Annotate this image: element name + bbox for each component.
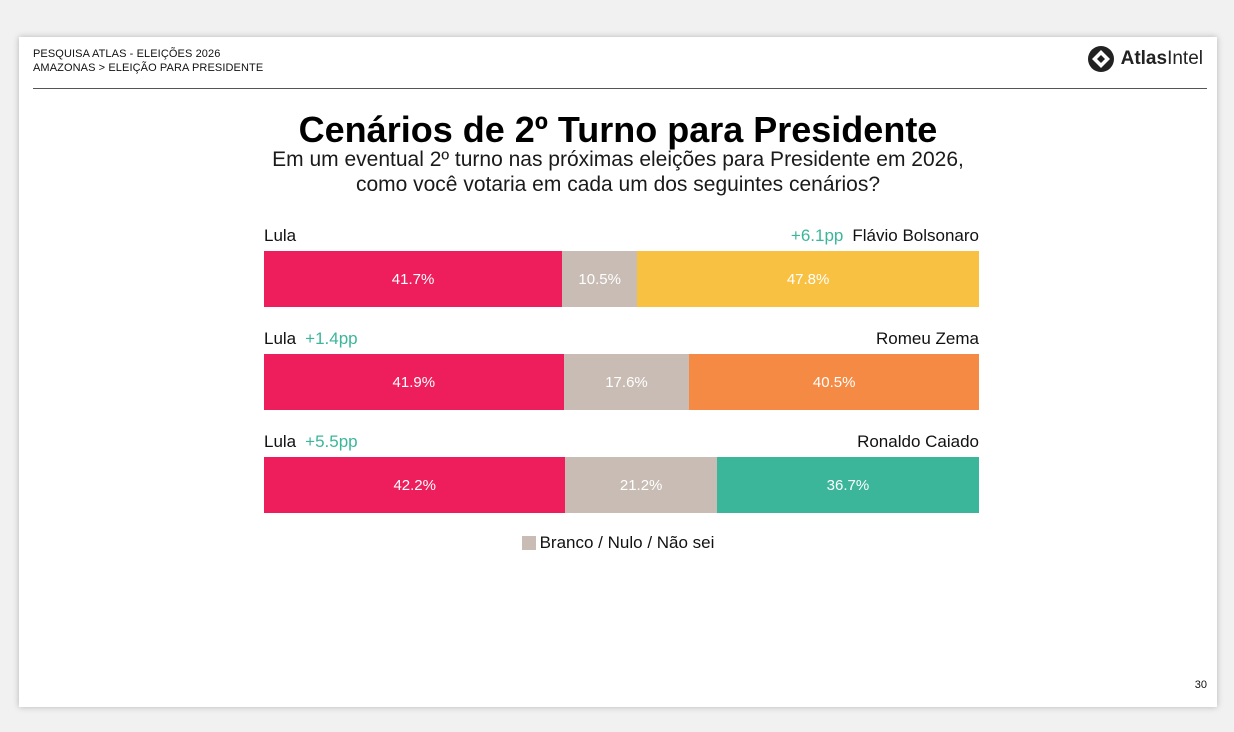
legend-swatch-blank	[521, 536, 536, 550]
stacked-bar: 42.2% 21.2% 36.7%	[264, 457, 979, 513]
left-candidate-name: Lula	[264, 226, 297, 245]
legend-label-blank: Branco / Nulo / Não sei	[539, 533, 715, 552]
survey-header: PESQUISA ATLAS - ELEIÇÕES 2026 AMAZONAS …	[33, 47, 263, 75]
scenario-left-label: Lula +1.4pp	[264, 328, 358, 350]
bar-data-label: 10.5%	[578, 270, 621, 288]
bar-segment-opponent: 40.5%	[689, 354, 979, 410]
bar-data-label: 41.9%	[392, 373, 436, 391]
page-number: 30	[1194, 679, 1207, 691]
bar-segment-blank: 21.2%	[565, 457, 717, 513]
survey-title: PESQUISA ATLAS - ELEIÇÕES 2026	[33, 48, 221, 60]
left-candidate-name: Lula	[264, 432, 297, 451]
header-divider	[33, 88, 1207, 89]
bar-data-label: 36.7%	[826, 476, 870, 494]
atlasintel-logo: AtlasIntel	[1087, 45, 1203, 73]
scenario-right-label: +6.1pp Flávio Bolsonaro	[791, 225, 979, 247]
legend: Branco / Nulo / Não sei	[19, 533, 1217, 553]
stacked-bar: 41.9% 17.6% 40.5%	[264, 354, 979, 410]
bar-data-label: 17.6%	[605, 373, 648, 391]
bar-data-label: 41.7%	[391, 270, 435, 288]
logo-text-regular: Intel	[1167, 48, 1203, 69]
runoff-scenarios-chart: Lula +6.1pp Flávio Bolsonaro 41.7% 10.5% 47.8…	[264, 225, 979, 525]
bar-segment-lula: 41.9%	[264, 354, 564, 410]
bar-data-label: 40.5%	[812, 373, 856, 391]
bar-data-label: 47.8%	[786, 270, 830, 288]
scenario-row: Lula +5.5pp Ronaldo Caiado 42.2% 21.2% 36.7%	[264, 431, 979, 521]
logo-text: AtlasIntel	[1121, 48, 1203, 70]
scenario-row: Lula +1.4pp Romeu Zema 41.9% 17.6% 40.5%	[264, 328, 979, 418]
right-candidate-name: Flávio Bolsonaro	[852, 226, 979, 245]
bar-segment-opponent: 47.8%	[637, 251, 979, 307]
bar-segment-blank: 17.6%	[563, 354, 690, 410]
chart-subtitle: Em um eventual 2º turno nas próximas ele…	[19, 147, 1217, 197]
bar-data-label: 21.2%	[619, 476, 663, 494]
right-lead-badge: +6.1pp	[790, 226, 844, 245]
scenario-row: Lula +6.1pp Flávio Bolsonaro 41.7% 10.5% 47.8…	[264, 225, 979, 315]
scenario-right-label: Romeu Zema	[867, 328, 979, 350]
chart-title: Cenários de 2º Turno para Presidente	[298, 109, 938, 150]
logo-text-bold: Atlas	[1120, 48, 1168, 69]
right-candidate-name: Ronaldo Caiado	[857, 432, 979, 451]
right-candidate-name: Romeu Zema	[876, 329, 979, 348]
survey-breadcrumb: AMAZONAS > ELEIÇÃO PARA PRESIDENTE	[33, 62, 264, 74]
subtitle-line-2: como você votaria em cada um dos seguint…	[355, 173, 881, 196]
scenario-left-label: Lula +5.5pp	[264, 431, 358, 453]
bar-segment-blank: 10.5%	[562, 251, 638, 307]
bar-segment-lula: 41.7%	[264, 251, 563, 307]
left-candidate-name: Lula	[264, 329, 297, 348]
subtitle-line-1: Em um eventual 2º turno nas próximas ele…	[272, 148, 964, 171]
bar-data-label: 42.2%	[393, 476, 436, 494]
stacked-bar: 41.7% 10.5% 47.8%	[264, 251, 979, 307]
slide: PESQUISA ATLAS - ELEIÇÕES 2026 AMAZONAS …	[19, 37, 1217, 707]
bar-segment-opponent: 36.7%	[716, 457, 979, 513]
left-lead-badge: +1.4pp	[305, 329, 358, 348]
bar-segment-lula: 42.2%	[264, 457, 566, 513]
scenario-right-label: Ronaldo Caiado	[848, 431, 979, 453]
left-lead-badge: +5.5pp	[305, 432, 358, 451]
atlas-logo-icon	[1087, 46, 1114, 72]
scenario-left-label: Lula	[264, 225, 305, 247]
